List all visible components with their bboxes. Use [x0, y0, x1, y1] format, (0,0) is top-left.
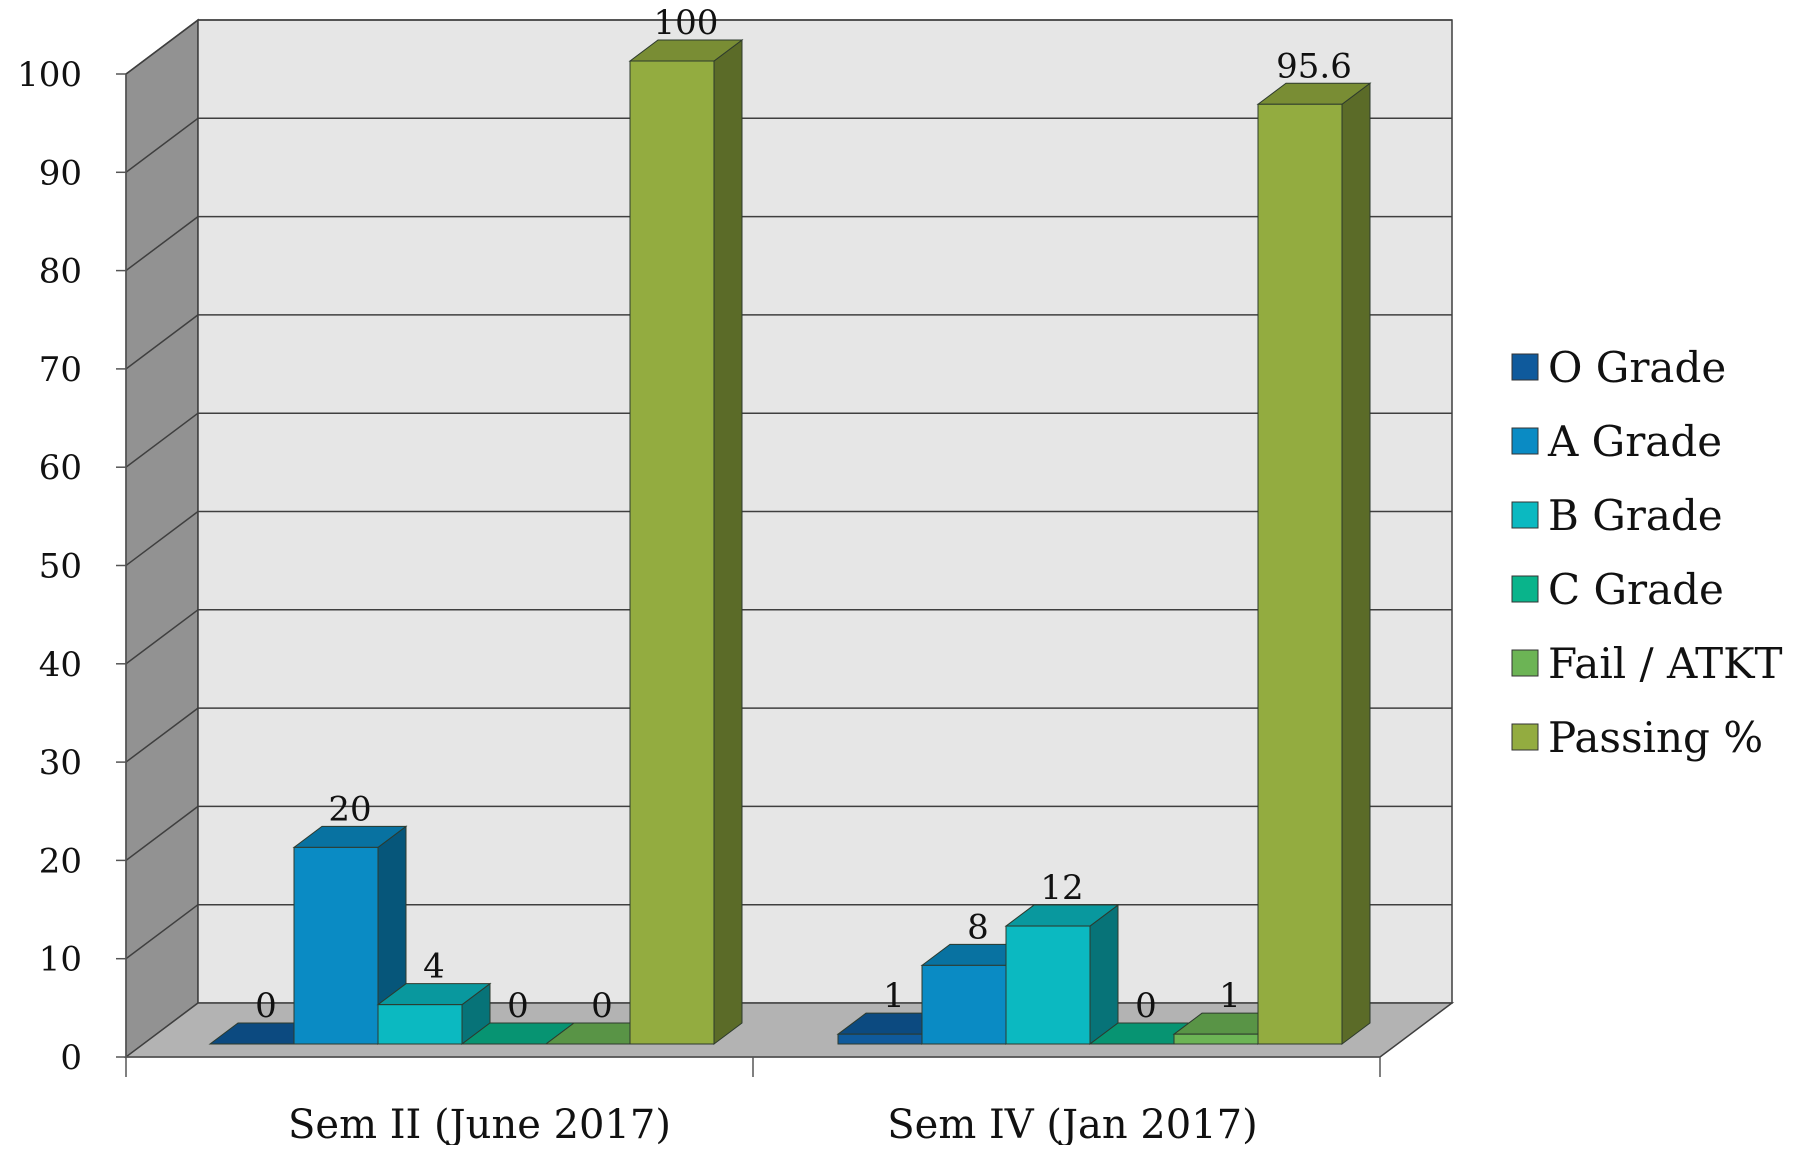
y-tick-label: 80	[39, 252, 82, 292]
legend-swatch	[1511, 427, 1539, 455]
y-tick-label: 90	[39, 153, 82, 193]
legend: O Grade A Grade B Grade C Grade Fail / ATKT P…	[1511, 343, 1783, 762]
legend-item: Fail / ATKT	[1511, 639, 1783, 688]
legend-item: O Grade	[1511, 343, 1726, 392]
bar-front	[1257, 103, 1343, 1045]
data-label: 1	[883, 976, 905, 1016]
gridline-side	[125, 904, 199, 960]
data-label: 4	[423, 947, 445, 987]
y-tick-label: 70	[39, 350, 82, 390]
data-label: 0	[507, 986, 529, 1026]
bar	[1004, 904, 1120, 1045]
data-label: 0	[255, 986, 277, 1026]
data-label: 1	[1219, 976, 1241, 1016]
legend-swatch	[1511, 649, 1539, 677]
legend-swatch	[1511, 501, 1539, 529]
x-category-label: Sem IV (Jan 2017)	[887, 1102, 1258, 1145]
legend-swatch	[1511, 723, 1539, 751]
bar-side	[713, 39, 743, 1045]
gridlines	[125, 19, 1452, 960]
bar	[292, 825, 408, 1045]
bar-front	[377, 1004, 463, 1045]
legend-label: A Grade	[1547, 417, 1722, 466]
legend-label: O Grade	[1548, 343, 1726, 392]
gridline-side	[125, 707, 199, 763]
bar	[1256, 82, 1372, 1045]
gridline-side	[125, 805, 199, 862]
gridline-side	[125, 314, 199, 370]
data-label: 0	[1135, 986, 1157, 1026]
bars	[208, 39, 1372, 1045]
y-tick-label: 10	[39, 940, 82, 980]
bar-front	[629, 60, 715, 1045]
y-tick-label: 30	[39, 743, 82, 783]
data-label: 100	[654, 3, 719, 43]
legend-item: C Grade	[1511, 565, 1724, 614]
bar-front	[293, 846, 379, 1045]
legend-label: B Grade	[1548, 491, 1723, 540]
bar	[628, 39, 744, 1045]
legend-item: Passing %	[1511, 713, 1763, 762]
gridline-side	[125, 609, 199, 665]
gridline-side	[125, 412, 199, 468]
data-label: 20	[328, 789, 371, 829]
y-tick-label: 20	[39, 841, 82, 881]
legend-swatch	[1511, 575, 1539, 603]
y-tick-label: 0	[60, 1038, 82, 1078]
bar-side	[1089, 904, 1119, 1045]
bar	[376, 982, 492, 1045]
x-category-label: Sem II (June 2017)	[288, 1102, 671, 1145]
y-tick-label: 100	[17, 55, 82, 95]
legend-label: Fail / ATKT	[1548, 639, 1783, 688]
bar-front	[921, 964, 1007, 1045]
y-tick-label: 50	[39, 547, 82, 587]
gridline-side	[125, 19, 199, 75]
data-label: 12	[1040, 868, 1083, 908]
data-label: 8	[967, 907, 989, 947]
data-label: 95.6	[1276, 46, 1352, 86]
y-axis: 0 10 20 30 40 50 60 70 80 90 100	[17, 55, 126, 1078]
bar-front	[837, 1033, 923, 1045]
gridline-side	[125, 510, 199, 567]
x-axis: Sem II (June 2017) Sem IV (Jan 2017)	[125, 1057, 1381, 1148]
y-tick-label: 40	[39, 645, 82, 685]
gridline-side	[125, 216, 199, 272]
data-label: 0	[591, 986, 613, 1026]
legend-swatch	[1511, 353, 1539, 381]
bar-side	[1341, 82, 1371, 1045]
bar-front	[1173, 1033, 1259, 1045]
bar-front	[1005, 925, 1091, 1045]
legend-item: B Grade	[1511, 491, 1723, 540]
legend-label: C Grade	[1548, 565, 1724, 614]
gridline-side	[125, 117, 199, 173]
legend-item: A Grade	[1511, 417, 1722, 466]
legend-label: Passing %	[1548, 713, 1763, 762]
y-tick-label: 60	[39, 448, 82, 488]
